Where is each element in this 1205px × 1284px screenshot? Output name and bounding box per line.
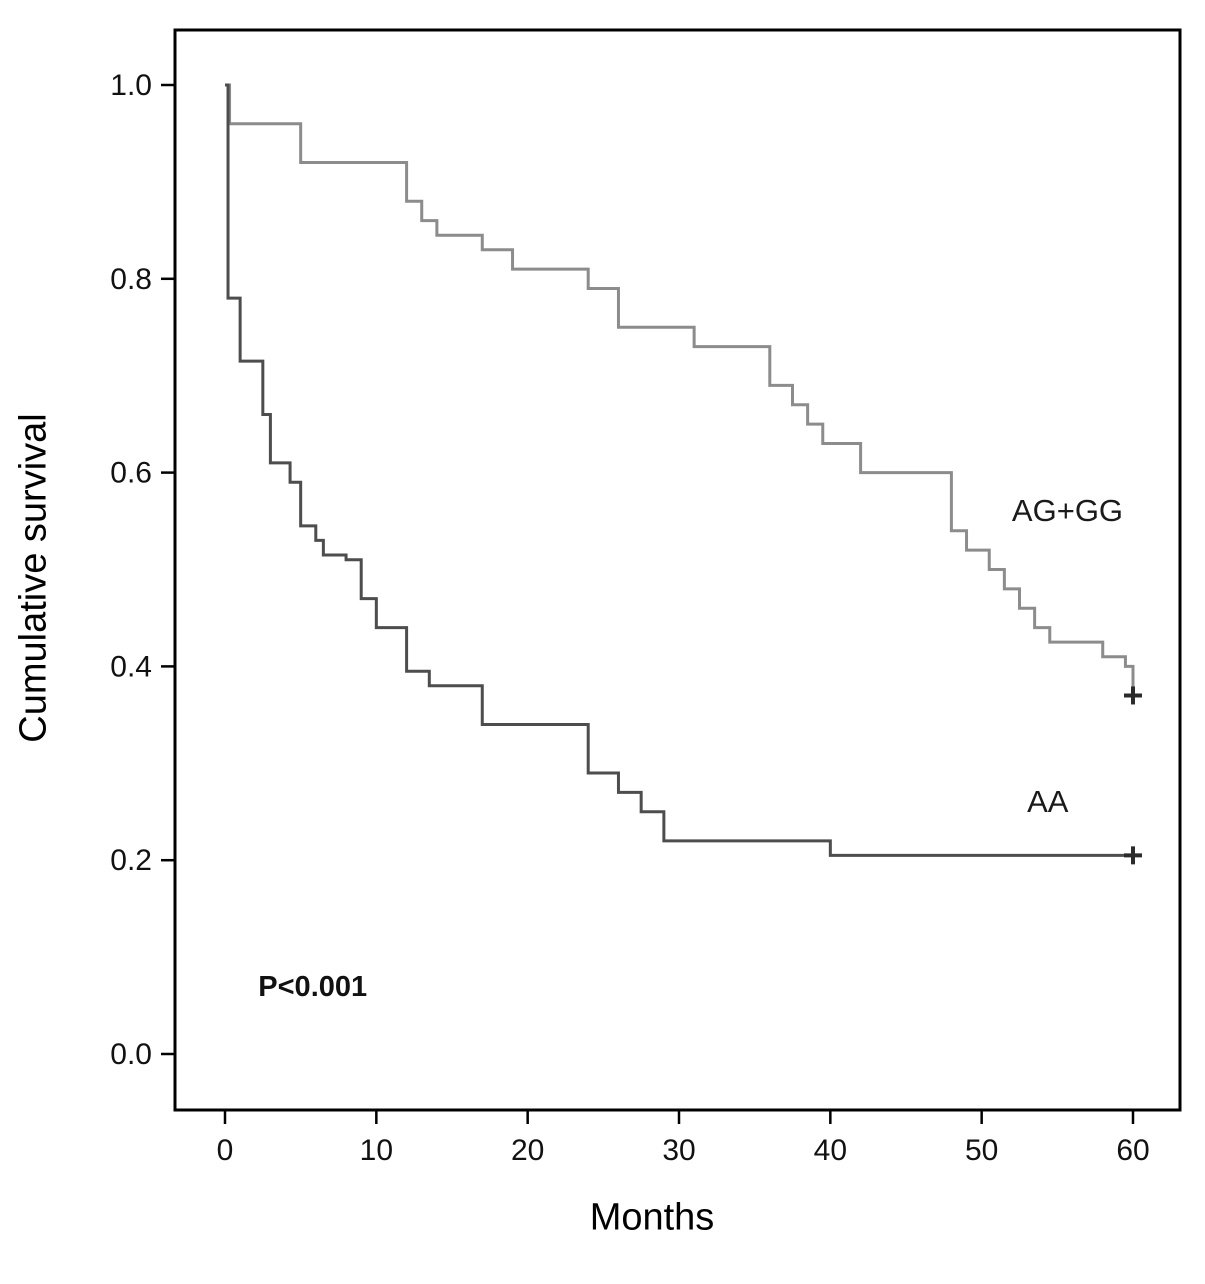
x-axis-label: Months xyxy=(589,1196,715,1239)
series-curve-AG+GG xyxy=(225,83,1135,696)
plot-border xyxy=(173,28,1182,1112)
x-tick-label: 60 xyxy=(1116,1134,1149,1167)
y-tick-label: 0.2 xyxy=(110,844,152,877)
p-value-annotation: P<0.001 xyxy=(258,971,367,1003)
y-tick-label: 0.0 xyxy=(110,1038,152,1071)
x-tick-label: 20 xyxy=(511,1134,544,1167)
y-tick-label: 1.0 xyxy=(110,69,152,102)
series-label-AA: AA xyxy=(1027,784,1069,819)
y-tick-label: 0.8 xyxy=(110,263,152,296)
y-axis-label: Cumulative survival xyxy=(12,413,55,743)
series-label-AG+GG: AG+GG xyxy=(1012,493,1123,528)
y-tick-label: 0.6 xyxy=(110,457,152,490)
x-tick-label: 30 xyxy=(662,1134,695,1167)
x-tick-label: 10 xyxy=(360,1134,393,1167)
x-tick-label: 0 xyxy=(217,1134,234,1167)
x-tick-label: 40 xyxy=(814,1134,847,1167)
y-tick-label: 0.4 xyxy=(110,650,152,683)
series-curve-AA xyxy=(225,83,1133,857)
x-tick-label: 50 xyxy=(965,1134,998,1167)
